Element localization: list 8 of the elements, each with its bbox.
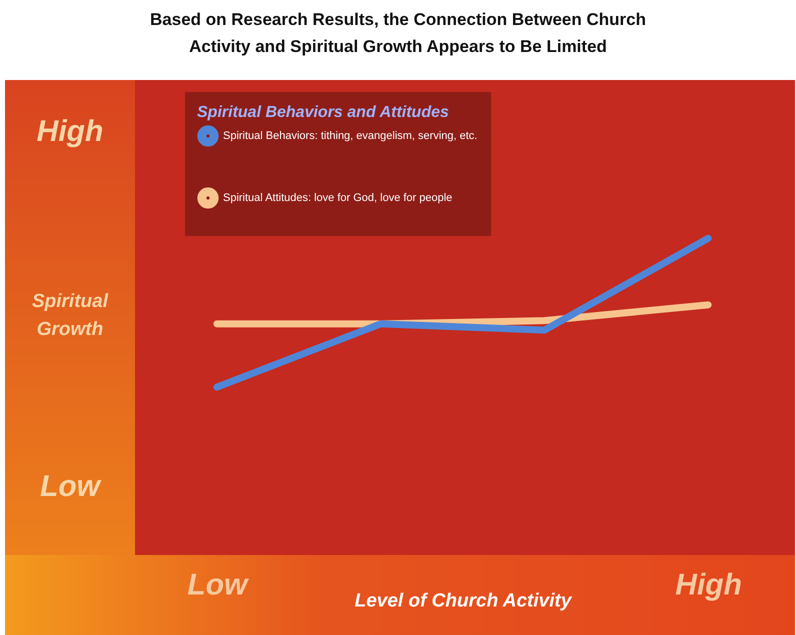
text: High bbox=[36, 115, 104, 149]
x-axis-title: Level of Church Activity bbox=[354, 590, 573, 612]
legend-title: Spiritual Behaviors and Attitudes bbox=[197, 104, 449, 121]
chart-title: Based on Research Results, the Connection Between Church Activity and Spiritual Growth Appears to Be Limited bbox=[149, 9, 647, 58]
legend-label: Spiritual Behaviors: tithing, evangelism, serving, etc. bbox=[223, 130, 478, 142]
legend-label: Spiritual Attitudes: love for God, love for people bbox=[223, 192, 452, 204]
annotation: Low bbox=[39, 470, 102, 504]
y-axis-title: Spiritual Growth bbox=[30, 290, 110, 342]
